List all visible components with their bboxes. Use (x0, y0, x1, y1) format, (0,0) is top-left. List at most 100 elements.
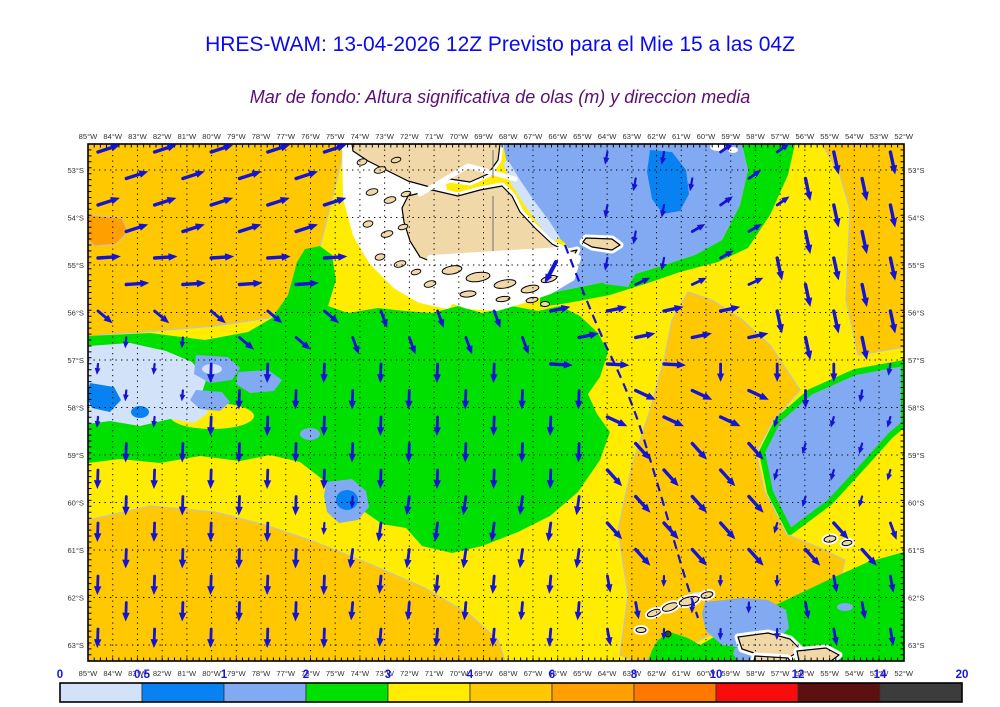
svg-text:60°S: 60°S (67, 498, 84, 507)
svg-text:81°W: 81°W (178, 132, 197, 141)
svg-text:85°W: 85°W (79, 132, 98, 141)
svg-text:76°W: 76°W (301, 669, 320, 678)
svg-text:78°W: 78°W (252, 669, 271, 678)
svg-text:10: 10 (710, 669, 723, 681)
svg-text:57°W: 57°W (771, 669, 790, 678)
svg-text:62°W: 62°W (647, 669, 666, 678)
svg-text:59°S: 59°S (908, 451, 925, 460)
svg-text:56°S: 56°S (908, 308, 925, 317)
svg-text:61°S: 61°S (67, 546, 84, 555)
svg-text:54°S: 54°S (67, 213, 84, 222)
land-masses (342, 144, 855, 661)
svg-text:59°S: 59°S (67, 451, 84, 460)
svg-text:58°S: 58°S (67, 403, 84, 412)
svg-text:68°W: 68°W (499, 132, 518, 141)
svg-text:82°W: 82°W (153, 132, 172, 141)
axis-labels: 85°W 85°W 84°W 84°W 83°W 83°W 82°W 82°W 81°W 81°W… (67, 132, 924, 678)
svg-text:67°W: 67°W (524, 132, 543, 141)
svg-text:73°W: 73°W (375, 132, 394, 141)
svg-text:77°W: 77°W (276, 669, 295, 678)
svg-text:1: 1 (221, 669, 228, 681)
svg-text:52°W: 52°W (894, 669, 913, 678)
svg-text:79°W: 79°W (227, 669, 246, 678)
svg-text:20: 20 (956, 669, 969, 681)
wave-direction-arrows (93, 144, 898, 648)
svg-text:62°W: 62°W (647, 132, 666, 141)
svg-text:80°W: 80°W (202, 669, 221, 678)
svg-text:64°W: 64°W (598, 132, 617, 141)
svg-text:74°W: 74°W (351, 669, 370, 678)
svg-text:72°W: 72°W (400, 669, 419, 678)
svg-text:68°W: 68°W (499, 669, 518, 678)
svg-text:4: 4 (467, 669, 474, 681)
svg-text:84°W: 84°W (103, 132, 122, 141)
svg-text:70°W: 70°W (449, 132, 468, 141)
svg-text:6: 6 (549, 669, 555, 681)
svg-text:60°S: 60°S (908, 498, 925, 507)
svg-text:61°S: 61°S (908, 546, 925, 555)
svg-text:59°W: 59°W (721, 132, 740, 141)
svg-text:52°W: 52°W (894, 132, 913, 141)
svg-text:54°W: 54°W (845, 669, 864, 678)
svg-text:57°W: 57°W (771, 132, 790, 141)
svg-text:63°W: 63°W (623, 132, 642, 141)
svg-text:53°W: 53°W (870, 132, 889, 141)
svg-text:65°W: 65°W (573, 669, 592, 678)
svg-text:85°W: 85°W (79, 669, 98, 678)
svg-text:55°W: 55°W (820, 669, 839, 678)
svg-text:73°W: 73°W (375, 669, 394, 678)
svg-text:53°W: 53°W (870, 669, 889, 678)
svg-text:79°W: 79°W (227, 132, 246, 141)
svg-text:74°W: 74°W (351, 132, 370, 141)
svg-text:56°S: 56°S (67, 308, 84, 317)
svg-text:69°W: 69°W (474, 669, 493, 678)
wave-height-scale-bar: 0 0.5 1 2 3 4 6 8 10 12 14 20 (57, 669, 969, 703)
svg-text:75°W: 75°W (326, 132, 345, 141)
svg-text:56°W: 56°W (796, 669, 815, 678)
svg-text:84°W: 84°W (103, 669, 122, 678)
svg-text:12: 12 (792, 669, 805, 681)
svg-text:60°W: 60°W (697, 669, 716, 678)
svg-text:67°W: 67°W (524, 669, 543, 678)
svg-text:80°W: 80°W (202, 132, 221, 141)
svg-text:70°W: 70°W (449, 669, 468, 678)
svg-text:56°W: 56°W (796, 132, 815, 141)
svg-text:61°W: 61°W (672, 132, 691, 141)
svg-text:55°W: 55°W (820, 132, 839, 141)
svg-text:83°W: 83°W (128, 669, 147, 678)
svg-text:71°W: 71°W (425, 132, 444, 141)
svg-text:0: 0 (57, 669, 63, 681)
svg-text:66°W: 66°W (548, 132, 567, 141)
svg-text:53°S: 53°S (67, 166, 84, 175)
svg-text:66°W: 66°W (548, 669, 567, 678)
svg-text:2: 2 (303, 669, 309, 681)
svg-text:63°W: 63°W (623, 669, 642, 678)
svg-text:58°S: 58°S (908, 403, 925, 412)
svg-text:75°W: 75°W (326, 669, 345, 678)
svg-text:81°W: 81°W (178, 669, 197, 678)
svg-text:54°S: 54°S (908, 213, 925, 222)
svg-text:62°S: 62°S (67, 593, 84, 602)
svg-text:72°W: 72°W (400, 132, 419, 141)
svg-text:14: 14 (874, 669, 887, 681)
svg-text:59°W: 59°W (721, 669, 740, 678)
route-dashed-line (563, 244, 700, 619)
svg-text:83°W: 83°W (128, 132, 147, 141)
svg-text:77°W: 77°W (276, 132, 295, 141)
svg-text:58°W: 58°W (746, 669, 765, 678)
svg-text:71°W: 71°W (425, 669, 444, 678)
svg-text:57°S: 57°S (67, 356, 84, 365)
page-subtitle: Mar de fondo: Altura significativa de ol… (249, 87, 751, 107)
svg-text:65°W: 65°W (573, 132, 592, 141)
svg-text:63°S: 63°S (67, 641, 84, 650)
svg-text:8: 8 (631, 669, 638, 681)
svg-text:53°S: 53°S (908, 166, 925, 175)
svg-text:0.5: 0.5 (134, 669, 151, 681)
svg-text:62°S: 62°S (908, 593, 925, 602)
svg-text:63°S: 63°S (908, 641, 925, 650)
svg-text:78°W: 78°W (252, 132, 271, 141)
svg-text:60°W: 60°W (697, 132, 716, 141)
svg-text:69°W: 69°W (474, 132, 493, 141)
page-title: HRES-WAM: 13-04-2026 12Z Previsto para e… (205, 33, 795, 56)
svg-text:82°W: 82°W (153, 669, 172, 678)
